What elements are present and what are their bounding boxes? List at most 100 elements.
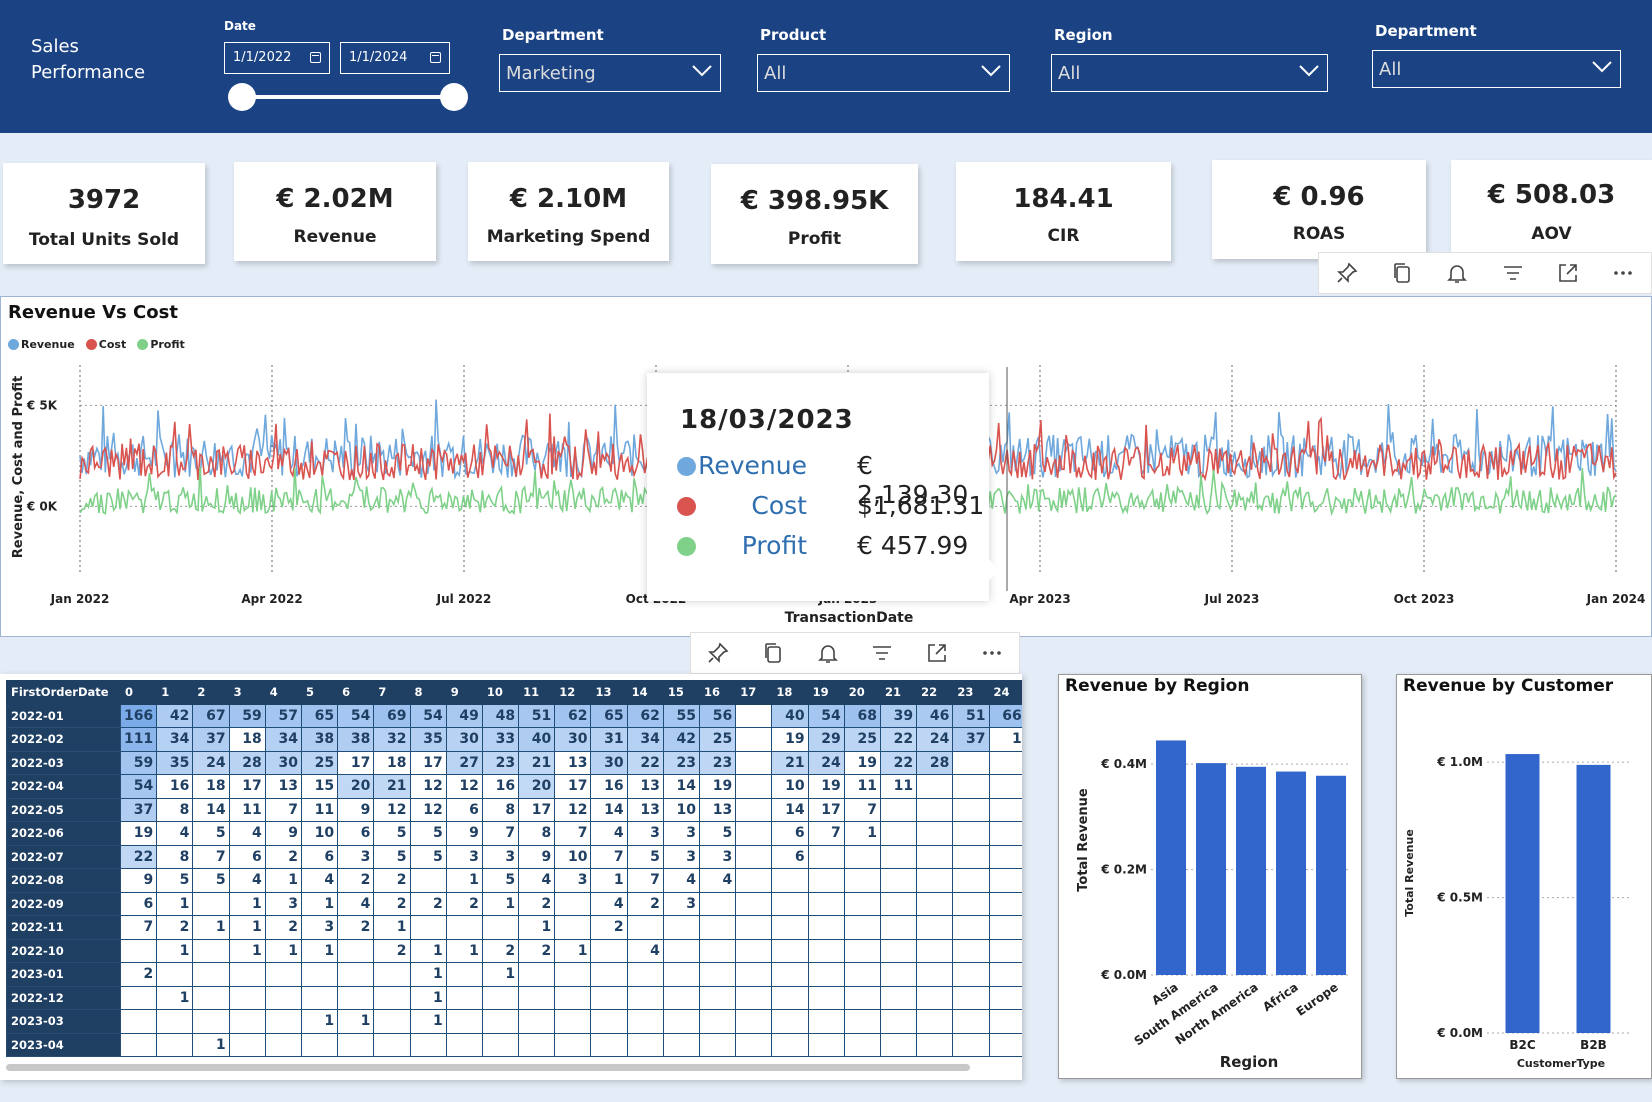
cohort-cell[interactable]: 40 [518, 727, 556, 752]
cohort-cell[interactable]: 30 [264, 750, 302, 775]
cohort-cell[interactable] [735, 891, 773, 916]
filter-button[interactable] [1485, 253, 1540, 293]
legend-item-profit[interactable]: Profit [137, 338, 185, 351]
cohort-cell[interactable] [952, 844, 990, 869]
cohort-cell[interactable]: 8 [156, 797, 194, 822]
cohort-cell[interactable]: 25 [300, 750, 339, 775]
cohort-cell[interactable]: 1 [518, 915, 556, 940]
more-options-button[interactable] [1596, 253, 1651, 293]
cohort-cell[interactable] [879, 938, 918, 963]
cohort-cell[interactable] [698, 962, 737, 987]
cohort-cell[interactable]: 2 [518, 891, 556, 916]
cohort-cell[interactable]: 12 [409, 774, 447, 799]
cohort-cell[interactable]: 10 [771, 774, 809, 799]
cohort-cell[interactable]: 9 [119, 868, 158, 893]
cohort-cell[interactable]: 54 [337, 703, 375, 728]
cohort-cell[interactable]: 37 [119, 797, 158, 822]
cohort-cell[interactable]: 9 [518, 844, 556, 869]
cohort-cell[interactable] [119, 1032, 158, 1057]
cohort-cell[interactable] [735, 962, 773, 987]
cohort-cell[interactable] [807, 915, 845, 940]
cohort-cell[interactable]: 13 [626, 797, 664, 822]
cohort-cell[interactable]: 1 [409, 938, 447, 963]
cohort-cell[interactable] [409, 868, 447, 893]
cohort-cell[interactable] [373, 985, 411, 1010]
cohort-cell[interactable]: 68 [843, 703, 881, 728]
cohort-cell[interactable] [192, 891, 230, 916]
cohort-cell[interactable]: 20 [518, 774, 556, 799]
cohort-column-header[interactable]: 5 [300, 680, 339, 705]
cohort-cell[interactable]: 34 [156, 727, 194, 752]
cohort-cell[interactable]: 6 [119, 891, 158, 916]
cohort-cell[interactable] [409, 915, 447, 940]
cohort-cell[interactable]: 14 [771, 797, 809, 822]
cohort-cell[interactable] [879, 1009, 918, 1034]
cohort-cell[interactable]: 1 [264, 938, 302, 963]
cohort-cell[interactable]: 5 [373, 821, 411, 846]
cohort-cell[interactable]: 5 [409, 844, 447, 869]
cohort-cell[interactable] [988, 774, 1022, 799]
cohort-cell[interactable]: 3 [481, 844, 520, 869]
cohort-cell[interactable]: 25 [698, 727, 737, 752]
cohort-cell[interactable] [192, 962, 230, 987]
cohort-cell[interactable]: 2 [337, 868, 375, 893]
cohort-cell[interactable] [843, 915, 881, 940]
cohort-cell[interactable]: 51 [952, 703, 990, 728]
cohort-cell[interactable] [735, 868, 773, 893]
cohort-cell[interactable] [264, 1009, 302, 1034]
cohort-cell[interactable]: 2 [445, 891, 483, 916]
cohort-cell[interactable]: 6 [445, 797, 483, 822]
cohort-cell[interactable] [554, 1009, 592, 1034]
cohort-cell[interactable]: 40 [771, 703, 809, 728]
cohort-cell[interactable]: 2 [626, 891, 664, 916]
cohort-cell[interactable]: 30 [590, 750, 628, 775]
calendar-icon[interactable] [310, 52, 321, 63]
cohort-cell[interactable]: 2 [337, 915, 375, 940]
cohort-cell[interactable]: 66 [988, 703, 1022, 728]
alert-button[interactable] [800, 633, 855, 673]
date-slider-start-handle[interactable] [228, 83, 256, 111]
cohort-column-header[interactable]: 22 [916, 680, 954, 705]
cohort-cell[interactable] [988, 962, 1022, 987]
cohort-cell[interactable] [554, 985, 592, 1010]
cohort-cell[interactable] [807, 868, 845, 893]
cohort-cell[interactable]: 1 [554, 938, 592, 963]
cohort-cell[interactable] [771, 962, 809, 987]
cohort-cell[interactable]: 1 [409, 985, 447, 1010]
cohort-cell[interactable] [879, 844, 918, 869]
cohort-column-header[interactable]: 11 [518, 680, 556, 705]
cohort-cell[interactable] [843, 891, 881, 916]
cohort-cell[interactable]: 20 [337, 774, 375, 799]
cohort-cell[interactable] [554, 891, 592, 916]
cohort-cell[interactable]: 57 [264, 703, 302, 728]
cohort-cell[interactable] [626, 962, 664, 987]
cohort-cell[interactable]: 38 [337, 727, 375, 752]
cohort-cell[interactable]: 67 [192, 703, 230, 728]
cohort-cell[interactable]: 6 [771, 844, 809, 869]
cohort-cell[interactable] [445, 962, 483, 987]
cohort-cell[interactable]: 5 [481, 868, 520, 893]
cohort-cell[interactable] [916, 1009, 954, 1034]
date-slider-track[interactable] [242, 95, 454, 99]
cohort-cell[interactable] [337, 1032, 375, 1057]
cohort-cell[interactable]: 7 [192, 844, 230, 869]
cohort-cell[interactable]: 1 [481, 962, 520, 987]
cohort-cell[interactable] [771, 1032, 809, 1057]
cohort-cell[interactable] [771, 868, 809, 893]
cohort-cell[interactable] [373, 962, 411, 987]
date-start-input[interactable]: 1/1/2022 [224, 42, 330, 74]
date-slider-end-handle[interactable] [440, 83, 468, 111]
cohort-cell[interactable]: 14 [192, 797, 230, 822]
alert-button[interactable] [1430, 253, 1485, 293]
cohort-cell[interactable] [698, 891, 737, 916]
cohort-cell[interactable]: 5 [156, 868, 194, 893]
cohort-column-header[interactable]: 21 [879, 680, 918, 705]
cohort-cell[interactable] [228, 1009, 266, 1034]
cohort-cell[interactable]: 1 [228, 938, 266, 963]
cohort-column-header[interactable]: 15 [662, 680, 701, 705]
revenue-by-customer-chart[interactable]: Revenue by Customer € 0.0M € 0.5M € 1.0M B2… [1396, 674, 1652, 1079]
cohort-cell[interactable] [952, 962, 990, 987]
cohort-cell[interactable] [952, 938, 990, 963]
cohort-cell[interactable]: 4 [228, 821, 266, 846]
cohort-cell[interactable] [264, 1032, 302, 1057]
